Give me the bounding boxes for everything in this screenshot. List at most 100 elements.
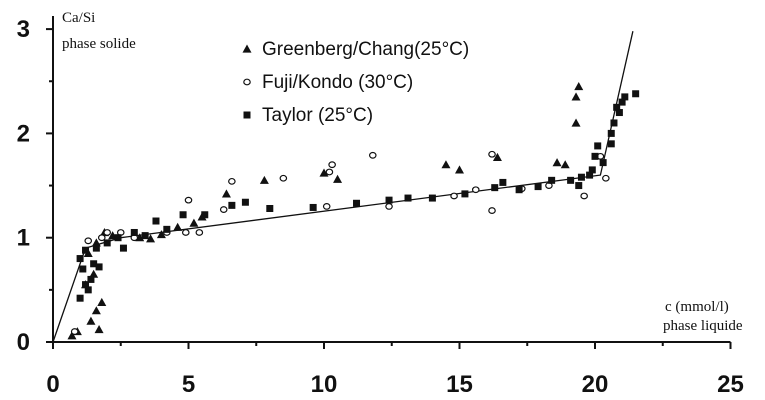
x-tick-label-10: 10 — [311, 371, 338, 398]
legend-label-0: Greenberg/Chang(25°C) — [262, 39, 469, 60]
data-marks — [67, 81, 640, 340]
point-s1-19 — [471, 186, 480, 194]
point-s2-9 — [92, 244, 100, 252]
point-s0-21 — [333, 174, 343, 183]
point-s0-28 — [574, 81, 584, 91]
point-s2-44 — [613, 103, 621, 111]
point-s2-25 — [404, 194, 412, 202]
point-s2-37 — [588, 166, 596, 174]
point-s2-48 — [632, 90, 640, 98]
point-s2-21 — [266, 204, 274, 212]
point-s2-4 — [76, 255, 84, 263]
point-s2-46 — [618, 98, 626, 106]
point-s2-22 — [309, 203, 317, 211]
point-s2-34 — [575, 182, 583, 190]
x-axis-label-line2: phase liquide — [663, 318, 743, 334]
point-s0-16 — [189, 218, 199, 227]
legend-label-1: Fuji/Kondo (30°C) — [262, 72, 413, 93]
x-tick-label-20: 20 — [582, 371, 609, 398]
point-s2-35 — [577, 173, 585, 181]
point-s1-16 — [368, 151, 377, 159]
point-s2-1 — [82, 281, 90, 289]
point-s1-17 — [385, 203, 393, 210]
point-s1-18 — [450, 192, 458, 200]
axes: 0 5 10 15 20 25 0 1 2 3 — [17, 16, 744, 398]
point-s2-28 — [491, 184, 499, 192]
point-s1-14 — [328, 161, 336, 169]
point-s2-27 — [461, 190, 469, 198]
y-axis-label-line2: phase solide — [62, 36, 136, 52]
point-s0-19 — [259, 175, 269, 184]
point-s2-23 — [353, 199, 361, 207]
point-s2-29 — [499, 178, 507, 186]
point-s2-30 — [515, 186, 523, 194]
point-s2-0 — [76, 294, 84, 302]
point-s2-13 — [130, 228, 138, 236]
point-s1-11 — [228, 177, 236, 185]
point-s2-8 — [95, 263, 103, 271]
legend-marker-0 — [242, 44, 252, 53]
point-s2-14 — [141, 232, 149, 240]
y-tick-label-0: 0 — [17, 329, 30, 356]
legend-marker-1 — [243, 78, 251, 86]
point-s0-2 — [86, 316, 96, 325]
x-tick-label-15: 15 — [446, 371, 473, 398]
legend-marker-2 — [243, 111, 251, 119]
point-s2-24 — [385, 196, 393, 204]
series-2 — [76, 90, 640, 302]
point-s1-7 — [181, 229, 190, 236]
point-s2-18 — [201, 211, 209, 219]
point-s1-9 — [184, 196, 193, 204]
legend: Greenberg/Chang(25°C) Fuji/Kondo (30°C) Ta… — [242, 39, 469, 126]
point-s0-9 — [91, 238, 101, 247]
series-1 — [70, 150, 610, 335]
point-s2-12 — [119, 244, 127, 252]
point-s1-8 — [195, 229, 204, 236]
legend-label-2: Taylor (25°C) — [262, 105, 373, 126]
point-s1-20 — [488, 150, 496, 158]
point-s0-0 — [67, 331, 77, 340]
point-s1-24 — [580, 192, 588, 200]
point-s2-38 — [591, 152, 599, 160]
point-s0-29 — [571, 92, 581, 101]
point-s0-7 — [89, 269, 99, 278]
point-s2-45 — [615, 109, 623, 117]
point-s1-0 — [70, 328, 79, 335]
point-s2-16 — [163, 225, 171, 233]
point-s1-3 — [103, 229, 112, 236]
point-s2-2 — [79, 265, 87, 273]
point-s0-3 — [91, 306, 101, 315]
point-s0-18 — [221, 189, 231, 198]
point-s2-32 — [548, 176, 556, 184]
point-s2-31 — [534, 183, 542, 191]
point-s1-2 — [97, 234, 106, 242]
axis-labels: Ca/Si phase solide c (mmol/l) phase liqu… — [62, 10, 743, 334]
point-s1-21 — [488, 207, 496, 214]
point-s1-25 — [602, 174, 610, 182]
y-tick-label-3: 3 — [17, 16, 30, 43]
x-tick-label-5: 5 — [182, 371, 195, 398]
point-s2-39 — [594, 142, 602, 150]
point-s2-10 — [103, 239, 111, 247]
point-s2-36 — [586, 171, 594, 179]
point-s1-10 — [219, 206, 228, 213]
point-s2-41 — [607, 140, 615, 148]
point-s0-5 — [94, 324, 104, 334]
point-s2-15 — [152, 217, 160, 225]
point-s1-13 — [325, 168, 334, 176]
point-s0-27 — [571, 118, 581, 127]
point-s0-25 — [552, 158, 562, 167]
point-s0-15 — [173, 222, 183, 231]
y-tick-label-2: 2 — [17, 120, 30, 147]
point-s0-14 — [156, 230, 166, 239]
point-s2-3 — [90, 260, 98, 268]
point-s2-20 — [241, 198, 249, 206]
point-s2-5 — [82, 246, 90, 254]
point-s2-42 — [607, 129, 615, 137]
point-s0-22 — [441, 160, 451, 169]
point-s0-24 — [492, 152, 502, 161]
point-s0-20 — [319, 168, 329, 177]
x-tick-label-25: 25 — [717, 371, 744, 398]
y-tick-label-1: 1 — [17, 225, 30, 252]
